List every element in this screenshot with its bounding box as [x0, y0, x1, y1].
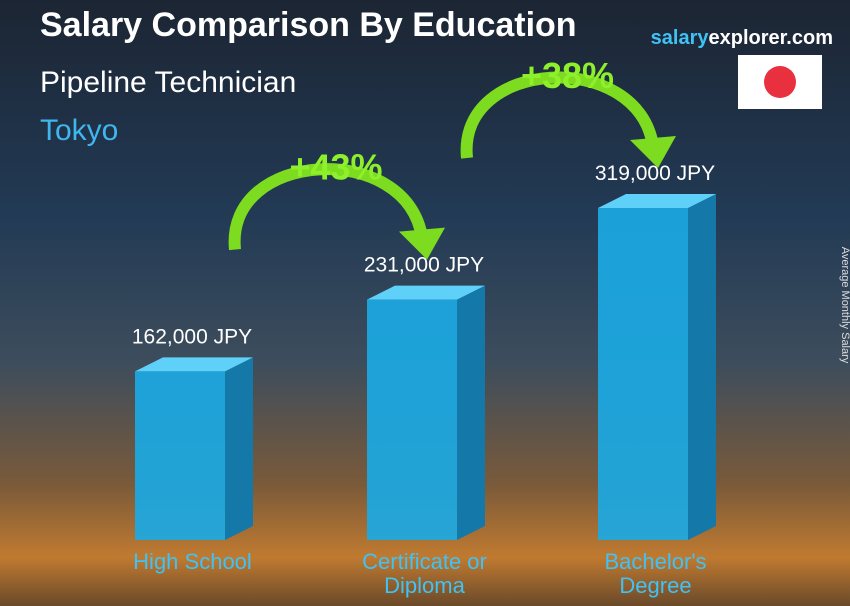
- bar-side: [225, 357, 253, 540]
- y-axis-label: Average Monthly Salary: [839, 247, 850, 364]
- value-label: 162,000 JPY: [132, 325, 252, 348]
- arrow-head: [630, 136, 676, 168]
- x-tick-label: Bachelor's Degree: [604, 549, 707, 598]
- increase-arrow: [228, 163, 428, 251]
- bar-top: [367, 285, 485, 300]
- bar-top: [598, 194, 716, 208]
- value-label: 231,000 JPY: [364, 254, 484, 277]
- increase-label: +38%: [521, 55, 614, 96]
- bar: [598, 208, 688, 540]
- brand: salaryexplorer.com: [651, 27, 833, 49]
- bar: [135, 371, 225, 540]
- chart-title: Salary Comparison By Education: [40, 6, 577, 44]
- bar-top: [135, 357, 253, 372]
- arrow-head: [399, 227, 445, 260]
- x-tick-label: Certificate or Diploma: [362, 549, 487, 598]
- value-label: 319,000 JPY: [595, 162, 715, 185]
- subtitle: Pipeline Technician: [40, 66, 296, 99]
- brand-part: salary: [651, 27, 710, 49]
- bar: [367, 299, 457, 540]
- bar-side: [688, 194, 716, 540]
- increase-arrow: [460, 71, 659, 159]
- brand-part: explorer.com: [708, 27, 833, 49]
- x-tick-label: High School: [133, 549, 252, 574]
- bar-side: [457, 285, 485, 540]
- flag-circle: [764, 66, 796, 98]
- increase-label: +43%: [289, 147, 382, 188]
- location: Tokyo: [40, 114, 118, 147]
